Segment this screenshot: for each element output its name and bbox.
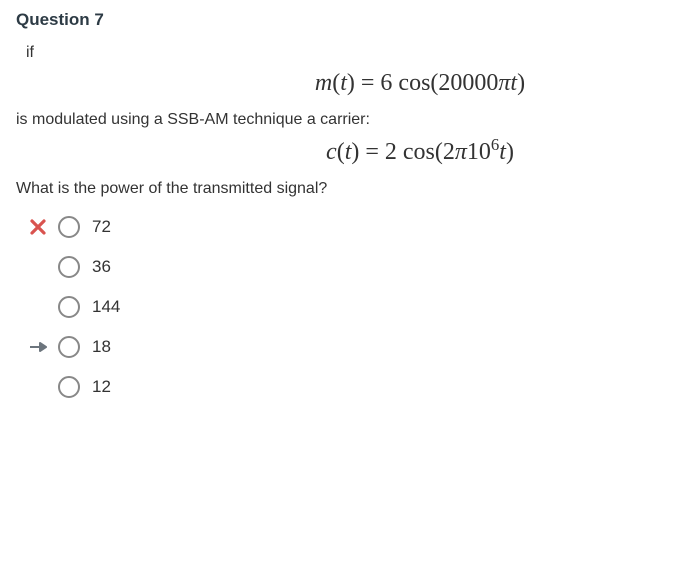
equation-2: c(t) = 2 cos(2π106t) [16,139,684,166]
radio-button[interactable] [58,216,80,238]
option-row[interactable]: 144 [26,296,684,318]
question-line-2: What is the power of the transmitted sig… [16,180,684,198]
option-label: 36 [92,257,111,277]
radio-button[interactable] [58,336,80,358]
equation-1: m(t) = 6 cos(20000πt) [16,70,684,97]
option-row[interactable]: 36 [26,256,684,278]
option-row[interactable]: 18 [26,336,684,358]
wrong-mark-icon [26,219,50,235]
option-label: 144 [92,297,120,317]
radio-button[interactable] [58,256,80,278]
option-label: 72 [92,217,111,237]
correct-arrow-icon [26,340,50,354]
option-label: 12 [92,377,111,397]
question-intro: if [26,44,684,62]
option-row[interactable]: 72 [26,216,684,238]
question-title: Question 7 [16,10,684,30]
option-label: 18 [92,337,111,357]
question-line-1: is modulated using a SSB-AM technique a … [16,111,684,129]
options-list: 72 36 144 18 12 [16,216,684,398]
option-row[interactable]: 12 [26,376,684,398]
radio-button[interactable] [58,376,80,398]
radio-button[interactable] [58,296,80,318]
